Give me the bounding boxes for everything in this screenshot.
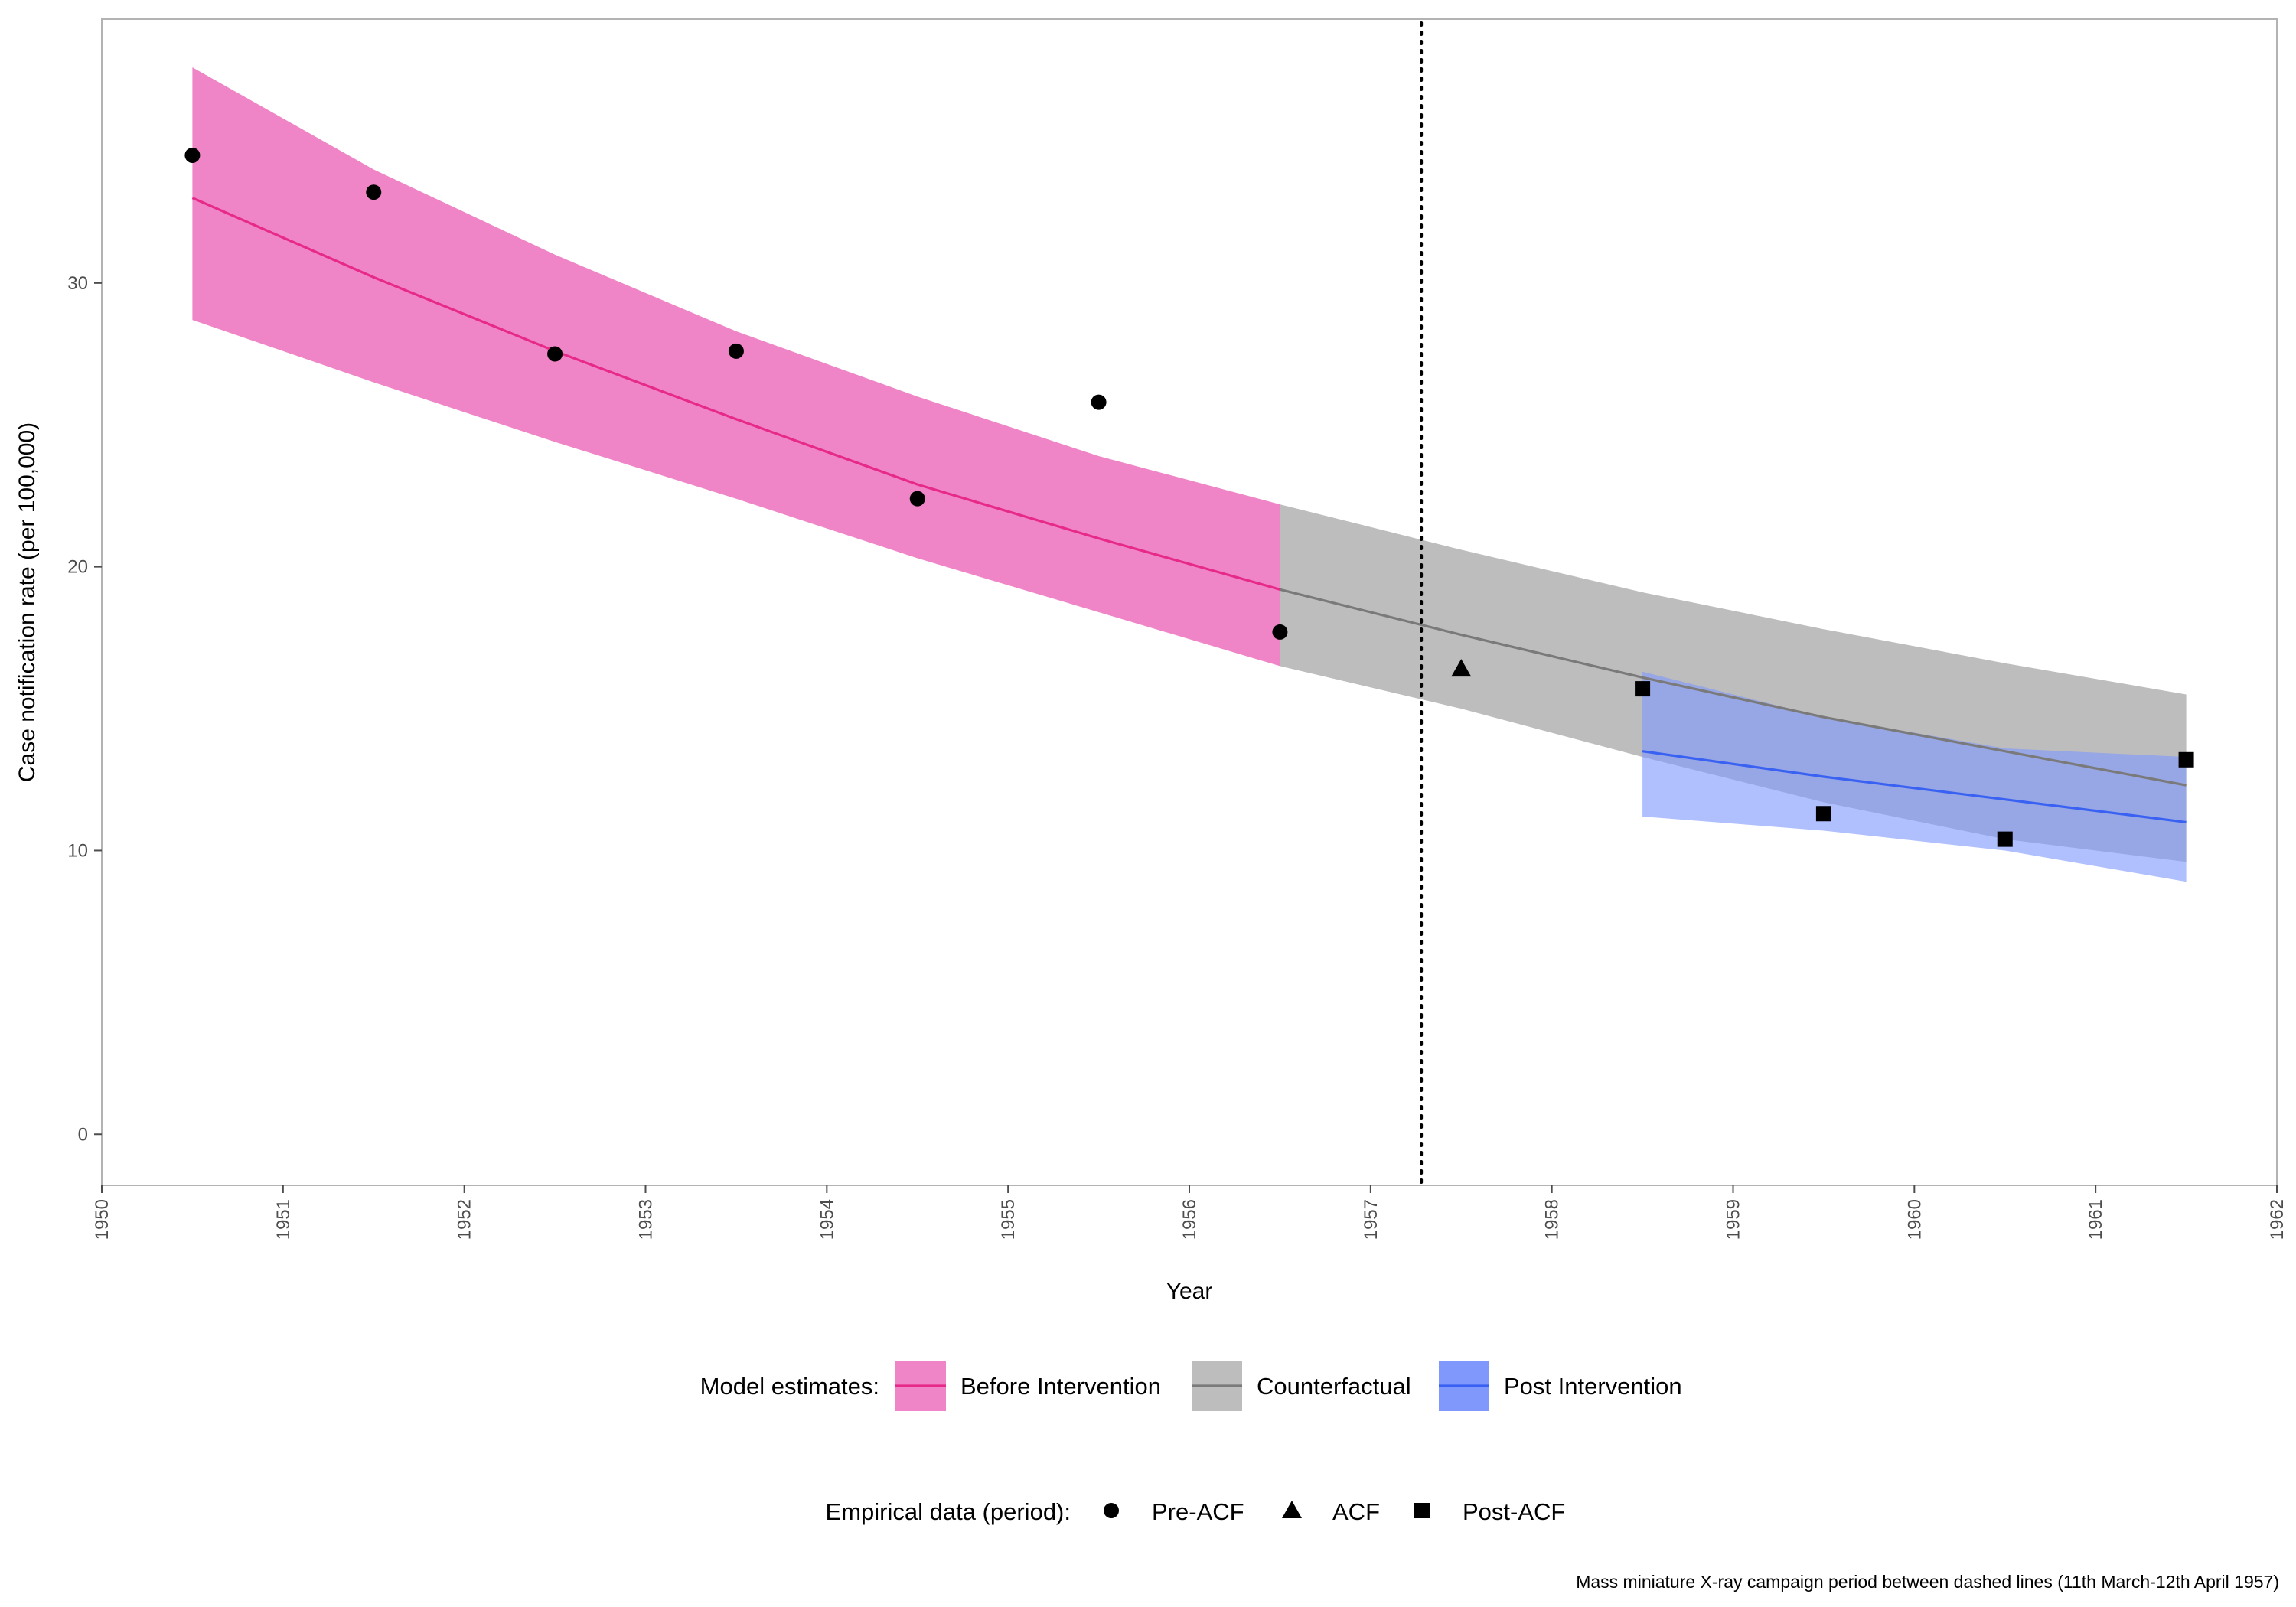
x-tick-label: 1959 (1724, 1199, 1744, 1240)
caption: Mass miniature X-ray campaign period bet… (1576, 1572, 2279, 1592)
y-tick-label: 0 (78, 1124, 88, 1145)
point-pre-acf (909, 491, 925, 507)
legend: Model estimates: Before Intervention Count… (700, 1361, 1682, 1525)
x-tick-label: 1951 (273, 1199, 294, 1240)
point-pre-acf (728, 343, 744, 359)
x-tick-label: 1958 (1542, 1199, 1563, 1240)
line-counterfactual (1280, 588, 2187, 787)
y-axis-title: Case notification rate (per 100,000) (15, 422, 40, 782)
x-axis-title: Year (1166, 1279, 1213, 1304)
point-pre-acf (184, 147, 201, 163)
point-post-acf (1635, 681, 1651, 697)
empirical-points (184, 147, 2194, 847)
x-tick-label: 1955 (998, 1199, 1019, 1240)
axes: 1950 1951 1952 1953 1954 1955 1956 1957 1958 1959… (67, 273, 2288, 1240)
legend-label-counterfactual: Counterfactual (1257, 1373, 1411, 1400)
x-tick-label: 1957 (1361, 1199, 1381, 1240)
point-post-acf (1815, 806, 1831, 822)
legend-symbol-post-acf (1414, 1503, 1430, 1518)
legend-symbol-acf (1282, 1501, 1302, 1518)
model-lines (191, 197, 2187, 823)
point-post-acf (1997, 831, 2013, 847)
x-tick-label: 1960 (1904, 1199, 1925, 1240)
confidence-bands (192, 67, 2187, 882)
x-tick-label: 1954 (817, 1199, 837, 1240)
x-tick-label: 1952 (455, 1199, 475, 1240)
x-tick-label: 1953 (636, 1199, 657, 1240)
legend-empirical-title: Empirical data (period): (826, 1498, 1071, 1525)
legend-label-post-intervention: Post Intervention (1504, 1373, 1682, 1400)
x-tick-label: 1956 (1179, 1199, 1200, 1240)
legend-label-acf: ACF (1332, 1498, 1380, 1525)
point-pre-acf (366, 184, 382, 200)
legend-label-before-intervention: Before Intervention (960, 1373, 1161, 1400)
x-tick-label: 1962 (2267, 1199, 2288, 1240)
point-post-acf (2178, 751, 2194, 768)
legend-label-post-acf: Post-ACF (1463, 1498, 1565, 1525)
y-tick-label: 30 (67, 273, 88, 294)
line-before-intervention (191, 197, 1280, 591)
legend-model-title: Model estimates: (700, 1373, 879, 1400)
point-pre-acf (547, 346, 563, 362)
band-post-intervention (1642, 671, 2187, 882)
legend-label-pre-acf: Pre-ACF (1152, 1498, 1244, 1525)
band-before-intervention (192, 67, 1280, 667)
point-acf (1451, 659, 1472, 677)
y-tick-label: 20 (67, 557, 88, 578)
legend-symbol-pre-acf (1104, 1503, 1119, 1518)
x-tick-label: 1961 (2086, 1199, 2106, 1240)
y-tick-label: 10 (67, 840, 88, 861)
line-post-intervention (1642, 750, 2187, 823)
point-pre-acf (1272, 624, 1288, 640)
point-pre-acf (1091, 394, 1107, 410)
x-tick-label: 1950 (92, 1199, 113, 1240)
